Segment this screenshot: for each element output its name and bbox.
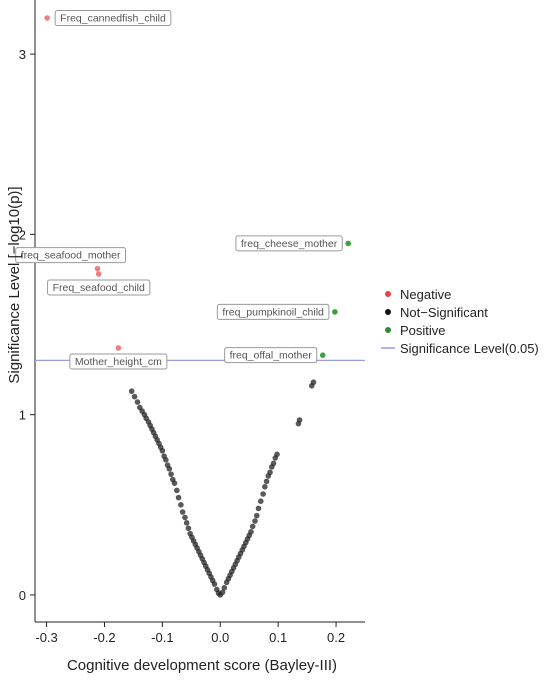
point-not-significant [267, 469, 273, 476]
point-not-significant [183, 520, 190, 526]
point-not-significant [175, 494, 182, 501]
point-not-significant [128, 388, 135, 395]
legend-key-dot [385, 327, 391, 333]
point-not-significant [174, 487, 180, 494]
point-not-significant [263, 478, 270, 485]
annotation-label: freq_cheese_mother [241, 238, 338, 250]
x-tick-label: 0.0 [211, 630, 229, 645]
point-annotation: Freq_cannedfish_child [54, 10, 172, 27]
legend-label: Not−Significant [400, 305, 488, 320]
point-annotation: freq_seafood_mother [15, 247, 127, 264]
annotation-label: Mother_height_cm [75, 356, 162, 368]
x-tick-label: -0.2 [93, 630, 115, 645]
point-not-significant [252, 518, 258, 524]
legend-item: Significance Level(0.05) [381, 341, 539, 356]
point-not-significant [168, 471, 174, 477]
x-axis-ticks: -0.3 -0.2 -0.1 0.0 0.1 0.2 [35, 622, 345, 645]
annotation-box [54, 10, 172, 27]
point-not-significant [248, 529, 254, 535]
point-not-significant [161, 453, 167, 459]
legend-item: Not−Significant [385, 305, 488, 320]
point-not-significant [169, 476, 176, 483]
x-tick-label: 0.2 [327, 630, 345, 645]
point-annotations: Freq_cannedfish_child freq_seafood_mother… [15, 10, 343, 370]
point-not-significant [178, 502, 184, 508]
point-not-significant [221, 584, 228, 591]
x-tick-label: -0.1 [151, 630, 173, 645]
point-not-significant [253, 512, 260, 519]
point-negative [115, 345, 122, 351]
point-annotation: freq_cheese_mother [235, 235, 343, 252]
point-not-significant [131, 393, 138, 400]
y-tick-label: 0 [19, 588, 26, 603]
point-not-significant [270, 460, 277, 467]
annotation-box [224, 347, 318, 364]
point-not-significant [182, 514, 188, 521]
annotation-label: Freq_cannedfish_child [60, 13, 166, 25]
point-annotation: Mother_height_cm [69, 353, 168, 370]
data-points [44, 15, 352, 598]
legend-label: Significance Level(0.05) [400, 341, 539, 356]
legend-key-dot [385, 309, 391, 315]
point-annotation: freq_offal_mother [224, 347, 318, 364]
annotation-box [15, 247, 127, 264]
legend: Negative Not−Significant Positive Significa… [381, 287, 539, 356]
y-tick-label: 2 [19, 227, 26, 242]
point-not-significant [164, 462, 171, 468]
point-not-significant [255, 505, 262, 512]
y-tick-label: 1 [19, 408, 26, 423]
annotation-box [216, 303, 330, 320]
annotation-box [47, 279, 151, 296]
point-not-significant [219, 589, 226, 596]
point-positive [332, 309, 338, 315]
annotation-label: freq_pumpkinoil_child [222, 306, 324, 318]
point-annotation: freq_pumpkinoil_child [216, 303, 330, 320]
point-negative [94, 265, 101, 272]
point-not-significant [136, 404, 143, 411]
point-not-significant [179, 509, 186, 515]
legend-label: Positive [400, 323, 446, 338]
point-not-significant [257, 498, 264, 505]
point-annotation: Freq_seafood_child [47, 279, 151, 296]
annotation-label: Freq_seafood_child [53, 282, 145, 294]
point-not-significant [274, 451, 280, 458]
annotation-label: freq_offal_mother [230, 350, 313, 362]
y-tick-label: 3 [19, 47, 26, 62]
annotation-box [235, 235, 343, 252]
x-tick-label: -0.3 [35, 630, 57, 645]
annotation-label: freq_seafood_mother [21, 250, 121, 262]
x-axis-title: Cognitive development score (Bayley-III) [67, 657, 337, 674]
legend-label: Negative [400, 287, 451, 302]
legend-key-dot [385, 291, 391, 297]
point-not-significant [296, 417, 303, 423]
annotation-box [69, 353, 168, 370]
plot-panel: -0.3 -0.2 -0.1 0.0 0.1 0.2 0 1 2 3 Freq_cannedfi… [15, 0, 365, 645]
point-not-significant [260, 491, 266, 497]
point-negative [95, 271, 102, 277]
point-not-significant [249, 523, 256, 530]
legend-item: Negative [385, 287, 451, 302]
point-not-significant [310, 379, 317, 386]
point-negative [44, 15, 50, 21]
point-not-significant [134, 399, 141, 405]
point-positive [345, 240, 352, 247]
y-axis-ticks: 0 1 2 3 [19, 47, 35, 603]
point-not-significant [213, 586, 220, 593]
y-axis-title: Significance Level [−log10(p)] [6, 186, 23, 383]
x-tick-label: 0.1 [269, 630, 287, 645]
point-not-significant [262, 483, 268, 490]
point-not-significant [187, 530, 193, 537]
point-positive [319, 352, 326, 358]
legend-item: Positive [385, 323, 446, 338]
point-not-significant [185, 525, 192, 532]
